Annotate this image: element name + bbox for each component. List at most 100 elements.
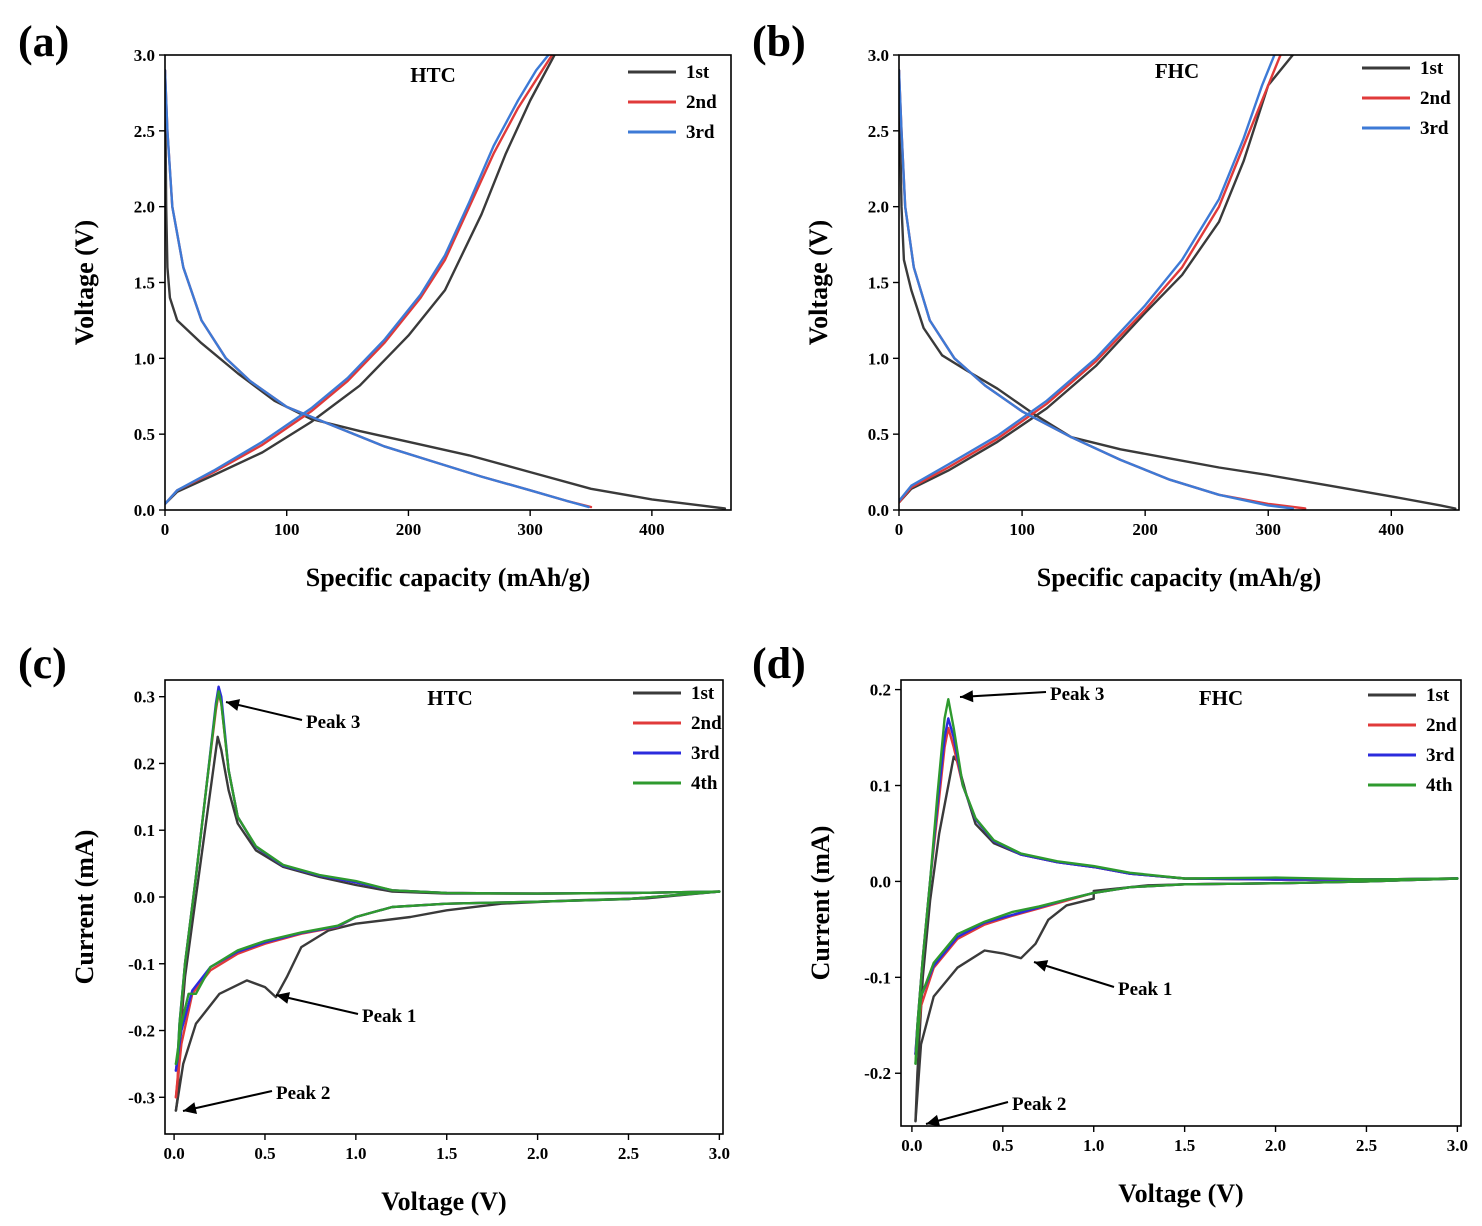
chart-d-xtick-label: 1.5 bbox=[1174, 1136, 1195, 1155]
chart-c-series-1st-line-1 bbox=[174, 735, 721, 1112]
chart-d-legend-label-3rd: 3rd bbox=[1426, 745, 1455, 766]
chart-d-series-2nd-line-1 bbox=[914, 726, 1459, 1056]
chart-c-series-4th-line-1 bbox=[174, 690, 721, 1066]
panel-b: (b) 0 100 200 300 400 0.0 0.5 1.0 1.5 2.0 2.5 3.0 Sp… bbox=[752, 17, 1460, 592]
chart-a-series-2nd-line-2 bbox=[165, 55, 554, 506]
chart-d-ytick-label: 0.0 bbox=[870, 872, 891, 891]
chart-b-ytick-label: 0.5 bbox=[868, 425, 889, 444]
chart-a-series-1st-line-1 bbox=[165, 69, 727, 510]
chart-d-series-1st-line-1 bbox=[914, 755, 1459, 1123]
chart-b-inset-title: FHC bbox=[1155, 59, 1199, 83]
chart-b-xtick-label: 100 bbox=[1009, 520, 1035, 539]
chart-c-ytick-label: 0.3 bbox=[134, 688, 155, 707]
chart-b-ytick-label: 2.5 bbox=[868, 122, 889, 141]
chart-a-series-2nd-line-1 bbox=[165, 69, 593, 509]
chart-a-xtick-label: 0 bbox=[161, 520, 170, 539]
chart-b-xtick-label: 400 bbox=[1379, 520, 1405, 539]
chart-c-annotation-label: Peak 3 bbox=[306, 712, 360, 733]
chart-a-ytick-label: 2.0 bbox=[134, 198, 155, 217]
chart-a-legend-label-1st: 1st bbox=[686, 62, 710, 83]
chart-c-ytick-label: -0.3 bbox=[128, 1088, 155, 1107]
chart-c-ytick-label: 0.0 bbox=[134, 888, 155, 907]
chart-c-frame bbox=[164, 679, 724, 1135]
chart-a-ylabel: Voltage (V) bbox=[70, 220, 99, 345]
panel-d: (d) 0.0 0.5 1.0 1.5 2.0 2.5 3.0-0.2-0.10.00.10… bbox=[752, 639, 1468, 1208]
chart-a-series-3rd-line-2 bbox=[165, 55, 550, 506]
chart-d-legend-label-2nd: 2nd bbox=[1426, 715, 1457, 736]
chart-c-inset-title: HTC bbox=[427, 686, 473, 710]
chart-d-annotation-arrow-shaft bbox=[925, 1101, 1009, 1125]
chart-d-xtick-label: 2.0 bbox=[1265, 1136, 1286, 1155]
chart-b-legend-label-1st: 1st bbox=[1420, 58, 1444, 79]
panel-letter-b: (b) bbox=[752, 17, 806, 66]
chart-a-series-3rd-line-1 bbox=[165, 69, 590, 509]
chart-c-xtick-label: 2.0 bbox=[527, 1144, 548, 1163]
chart-d-annotation-label: Peak 1 bbox=[1118, 979, 1172, 1000]
chart-d-xtick-label: 0.0 bbox=[901, 1136, 922, 1155]
chart-b-ylabel: Voltage (V) bbox=[804, 220, 833, 345]
chart-c-annotation-label: Peak 1 bbox=[362, 1006, 416, 1027]
chart-d-annotation-arrow-shaft bbox=[1033, 961, 1115, 988]
chart-c-annotation-arrowhead bbox=[226, 699, 241, 711]
chart-c-legend-label-2nd: 2nd bbox=[691, 713, 722, 734]
chart-b-legend-label-2nd: 2nd bbox=[1420, 88, 1451, 109]
chart-b-series-3rd-line-2 bbox=[899, 55, 1276, 503]
chart-c-legend-label-3rd: 3rd bbox=[691, 743, 720, 764]
chart-d-annotation-label: Peak 2 bbox=[1012, 1094, 1066, 1115]
chart-c-xlabel: Voltage (V) bbox=[381, 1187, 506, 1216]
panel-letter-a: (a) bbox=[18, 17, 69, 66]
chart-c-ytick-label: 0.2 bbox=[134, 754, 155, 773]
chart-c-annotation-arrowhead bbox=[276, 992, 291, 1004]
chart-b-series-3rd-line-1 bbox=[899, 69, 1294, 510]
panel-letter-d: (d) bbox=[752, 639, 806, 688]
chart-c-annotation-arrow-shaft bbox=[182, 1090, 273, 1112]
chart-d-xlabel: Voltage (V) bbox=[1118, 1179, 1243, 1208]
chart-b-ytick-label: 2.0 bbox=[868, 198, 889, 217]
chart-d-xtick-label: 0.5 bbox=[992, 1136, 1013, 1155]
chart-a-ytick-label: 0.5 bbox=[134, 425, 155, 444]
chart-c-annotation-arrow-shaft bbox=[225, 701, 303, 721]
chart-b-series-2nd-line-2 bbox=[899, 55, 1282, 504]
chart-c-xtick-label: 0.0 bbox=[163, 1144, 184, 1163]
chart-a-xtick-label: 200 bbox=[396, 520, 422, 539]
chart-d: 0.0 0.5 1.0 1.5 2.0 2.5 3.0 -0.2 -0.1 0.0 0.1 0.2 Vo… bbox=[806, 679, 1468, 1208]
chart-b-ytick-label: 3.0 bbox=[868, 46, 889, 65]
chart-a-xlabel: Specific capacity (mAh/g) bbox=[306, 563, 591, 592]
chart-d-legend-label-4th: 4th bbox=[1426, 775, 1453, 796]
chart-c-plot-area bbox=[174, 685, 721, 1112]
chart-c-annotation-arrow-shaft bbox=[275, 994, 359, 1015]
chart-c-ytick-label: -0.2 bbox=[128, 1022, 155, 1041]
chart-c-annotation-label: Peak 2 bbox=[276, 1083, 330, 1104]
chart-a-xtick-label: 300 bbox=[517, 520, 543, 539]
chart-a-xtick-label: 400 bbox=[639, 520, 665, 539]
chart-b-legend-label-3rd: 3rd bbox=[1420, 118, 1449, 139]
chart-a-ytick-label: 3.0 bbox=[134, 46, 155, 65]
chart-d-annotation-label: Peak 3 bbox=[1050, 684, 1104, 705]
chart-c-xtick-label: 2.5 bbox=[618, 1144, 639, 1163]
panel-c: (c) 0.0 0.5 1.0 1.5 2.0 2.5 3.0-0.3-0.2-0.10.0… bbox=[18, 639, 730, 1216]
chart-c-series-3rd-line-2 bbox=[174, 890, 721, 1072]
chart-c-series-3rd-line-1 bbox=[174, 685, 721, 1072]
chart-d-ytick-label: 0.1 bbox=[870, 777, 891, 796]
chart-c-xtick-label: 3.0 bbox=[709, 1144, 730, 1163]
chart-d-annotation-3: Peak 2 bbox=[925, 1094, 1066, 1127]
chart-b-xtick-label: 0 bbox=[895, 520, 904, 539]
chart-d-plot-area bbox=[914, 698, 1459, 1123]
chart-a-xtick-label: 100 bbox=[274, 520, 300, 539]
chart-b-frame bbox=[898, 54, 1460, 511]
panel-a: (a) 0 100 200 300 400 0.0 0.5 1.0 1.5 2.0 2.5 3.0 Sp… bbox=[18, 17, 732, 592]
chart-b-ytick-label: 0.0 bbox=[868, 501, 889, 520]
chart-d-legend-label-1st: 1st bbox=[1426, 685, 1450, 706]
chart-d-xtick-label: 1.0 bbox=[1083, 1136, 1104, 1155]
chart-d-ytick-label: -0.2 bbox=[864, 1064, 891, 1083]
chart-d-xtick-label: 3.0 bbox=[1447, 1136, 1468, 1155]
chart-c-xtick-label: 1.5 bbox=[436, 1144, 457, 1163]
chart-b-ytick-label: 1.0 bbox=[868, 349, 889, 368]
chart-d-series-3rd-line-1 bbox=[914, 717, 1459, 1056]
chart-a-ytick-label: 1.0 bbox=[134, 349, 155, 368]
chart-b-xtick-label: 200 bbox=[1132, 520, 1158, 539]
chart-b-xtick-label: 300 bbox=[1255, 520, 1281, 539]
chart-a-series-1st-line-2 bbox=[165, 55, 556, 506]
chart-c-legend-label-1st: 1st bbox=[691, 683, 715, 704]
